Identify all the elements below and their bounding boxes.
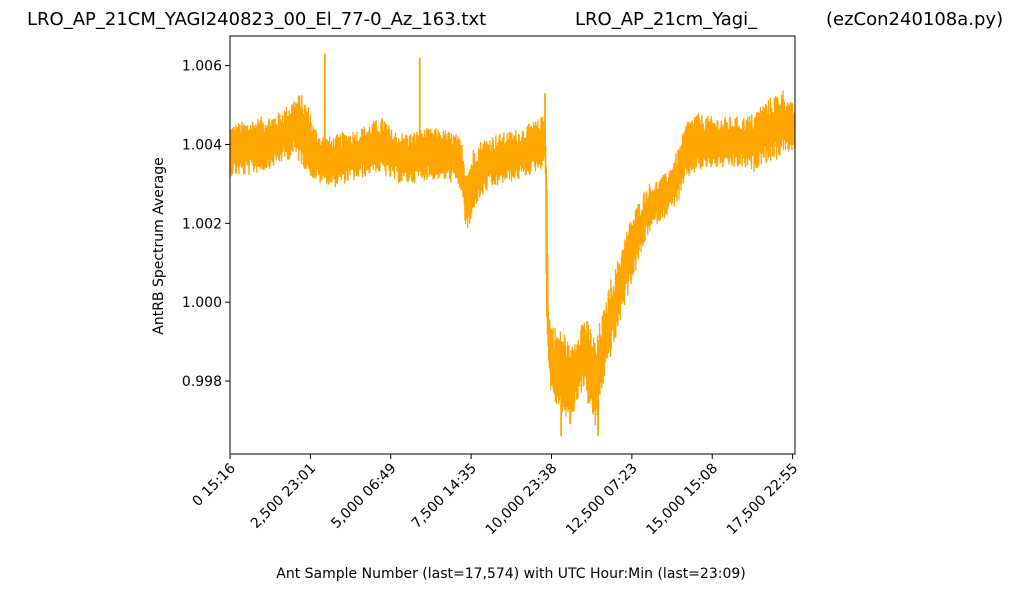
x-axis-label: Ant Sample Number (last=17,574) with UTC… [276, 566, 745, 582]
y-axis-label: AntRB Spectrum Average [151, 157, 167, 335]
x-tick-label: 0 15:16 [190, 460, 239, 509]
x-tick-label: 10,000 23:38 [483, 461, 561, 539]
y-tick-label: 1.000 [182, 295, 222, 311]
y-axis: 0.998 1.000 1.002 1.004 1.006 [182, 59, 230, 390]
data-line [229, 90, 796, 426]
plot-frame [229, 35, 796, 455]
x-tick-label: 7,500 14:35 [409, 461, 480, 532]
y-tick-label: 1.004 [182, 137, 222, 153]
x-tick-label: 2,500 23:01 [248, 461, 319, 532]
x-tick-label: 17,500 22:55 [724, 461, 802, 539]
chart-title-right: (ezCon240108a.py) [826, 9, 1003, 30]
x-tick-label: 12,500 07:23 [563, 461, 641, 539]
x-tick-label: 15,000 15:08 [643, 461, 721, 539]
x-axis: 0 15:16 2,500 23:01 5,000 06:49 7,500 14:35… [190, 454, 802, 539]
chart-title-left: LRO_AP_21CM_YAGI240823_00_El_77-0_Az_163… [27, 9, 486, 30]
y-tick-label: 0.998 [182, 374, 222, 390]
x-tick-label: 5,000 06:49 [328, 461, 399, 532]
chart-title-center: LRO_AP_21cm_Yagi_ [575, 9, 758, 30]
y-tick-label: 1.002 [182, 216, 222, 232]
y-tick-label: 1.006 [182, 59, 222, 75]
plot-area [229, 53, 796, 437]
